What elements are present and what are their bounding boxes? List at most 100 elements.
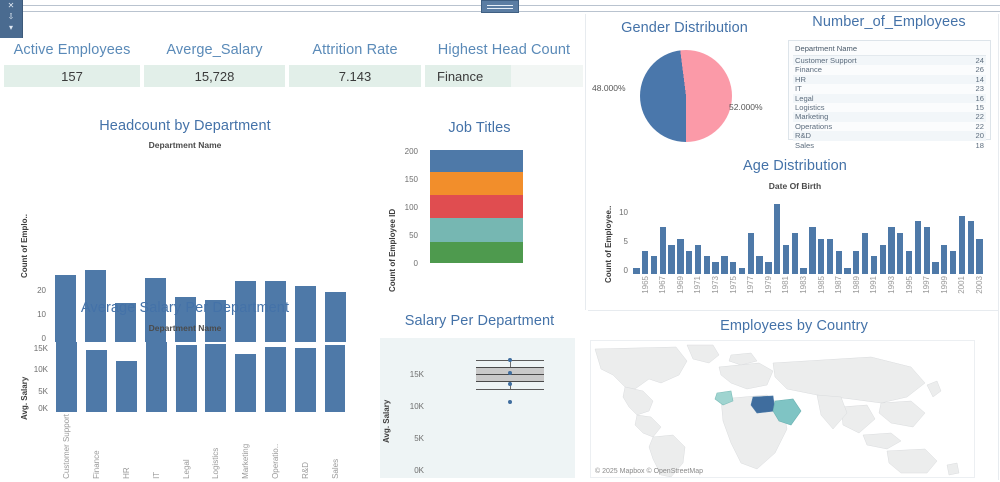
stack-segment[interactable] (430, 241, 523, 263)
drag-handle[interactable] (481, 0, 519, 13)
bar-slot[interactable] (140, 264, 170, 342)
bar-slot[interactable] (667, 198, 676, 274)
table-row[interactable]: HR 14 (793, 74, 986, 85)
bar[interactable] (650, 256, 658, 274)
bar[interactable] (686, 250, 693, 274)
bar-slot[interactable] (764, 198, 773, 274)
bar[interactable] (958, 215, 966, 274)
kpi-average-salary[interactable]: Averge_Salary 15,728 (144, 38, 285, 94)
bar-slot[interactable] (905, 198, 914, 274)
bar-slot[interactable] (632, 198, 641, 274)
bar-slot[interactable] (949, 198, 958, 274)
bar[interactable] (817, 238, 825, 274)
bar[interactable] (914, 221, 922, 274)
bar[interactable] (205, 344, 227, 412)
pin-icon[interactable]: ⇩ (7, 12, 15, 21)
bar-slot[interactable] (887, 198, 896, 274)
bar-slot[interactable] (834, 198, 843, 274)
bar[interactable] (923, 227, 930, 274)
bar-slot[interactable] (50, 264, 80, 342)
stack-segment[interactable] (430, 217, 523, 242)
bar-slot[interactable] (650, 198, 659, 274)
bar-slot[interactable] (843, 198, 852, 274)
table-row[interactable]: Marketing 22 (793, 112, 986, 122)
bar-slot[interactable] (694, 198, 703, 274)
bar-slot[interactable] (141, 336, 171, 412)
bar[interactable] (642, 250, 649, 274)
bar[interactable] (114, 303, 136, 342)
bar-slot[interactable] (260, 264, 290, 342)
bar[interactable] (879, 244, 886, 274)
bar-slot[interactable] (201, 336, 231, 412)
bar-slot[interactable] (922, 198, 931, 274)
bar[interactable] (694, 244, 702, 274)
data-point[interactable] (508, 382, 512, 386)
bar[interactable] (712, 262, 719, 274)
bar[interactable] (897, 233, 904, 274)
bar-slot[interactable] (799, 198, 808, 274)
table-row[interactable]: IT 23 (793, 84, 986, 93)
pie-chart[interactable] (640, 50, 732, 142)
bar-slot[interactable] (231, 336, 261, 412)
bar[interactable] (870, 256, 878, 274)
employee-count-table[interactable]: Department Name Customer Support 24 Financ… (788, 40, 991, 150)
bar-slot[interactable] (170, 264, 200, 342)
bar[interactable] (264, 280, 286, 342)
bar-slot[interactable] (82, 336, 112, 412)
close-icon[interactable]: ✕ (7, 1, 15, 10)
bar-slot[interactable] (782, 198, 791, 274)
bar[interactable] (324, 345, 346, 412)
bar-slot[interactable] (720, 198, 729, 274)
bar-slot[interactable] (957, 198, 966, 274)
bar[interactable] (721, 256, 728, 274)
bar-slot[interactable] (171, 336, 201, 412)
bar-slot[interactable] (878, 198, 887, 274)
bar-slot[interactable] (738, 198, 747, 274)
bar-slot[interactable] (870, 198, 879, 274)
bar[interactable] (668, 244, 675, 274)
table-row[interactable]: R&D 20 (793, 131, 986, 141)
bar-slot[interactable] (914, 198, 923, 274)
bar[interactable] (809, 227, 816, 274)
bar[interactable] (294, 286, 316, 342)
bar[interactable] (294, 348, 316, 412)
bar[interactable] (747, 233, 754, 274)
bar-slot[interactable] (110, 264, 140, 342)
bar-slot[interactable] (790, 198, 799, 274)
corner-toolbar[interactable]: ✕ ⇩ ▾ (0, 0, 23, 38)
bar-slot[interactable] (290, 264, 320, 342)
stack-segment[interactable] (430, 195, 523, 218)
bar-slot[interactable] (817, 198, 826, 274)
bar[interactable] (888, 227, 895, 274)
bar[interactable] (835, 250, 842, 274)
bar[interactable] (234, 280, 256, 342)
bar-slot[interactable] (230, 264, 260, 342)
stack-segment[interactable] (430, 150, 523, 172)
bar-slot[interactable] (861, 198, 870, 274)
bar[interactable] (703, 256, 710, 274)
table-row[interactable]: Customer Support 24 (793, 56, 986, 66)
bar-slot[interactable] (80, 264, 110, 342)
table-row[interactable]: Operations 22 (793, 122, 986, 131)
bar[interactable] (116, 360, 137, 412)
table-row[interactable]: Logistics 15 (793, 103, 986, 112)
bar[interactable] (144, 277, 166, 342)
bar-slot[interactable] (729, 198, 738, 274)
boxplot-area[interactable]: 15K 10K 5K 0K Avg. Salary (380, 338, 575, 478)
bar[interactable] (174, 297, 196, 342)
bar[interactable] (756, 256, 763, 274)
bar[interactable] (826, 238, 834, 274)
table-row[interactable]: Sales 18 (793, 141, 986, 150)
data-point[interactable] (508, 371, 512, 375)
bar-slot[interactable] (320, 336, 350, 412)
bar-slot[interactable] (658, 198, 667, 274)
bar[interactable] (941, 244, 948, 274)
bar[interactable] (782, 244, 790, 274)
bar-slot[interactable] (931, 198, 940, 274)
bar-slot[interactable] (200, 264, 230, 342)
bar-slot[interactable] (290, 336, 320, 412)
bar[interactable] (949, 250, 957, 274)
bar[interactable] (730, 262, 737, 274)
bar-slot[interactable] (966, 198, 975, 274)
bar[interactable] (659, 227, 666, 274)
